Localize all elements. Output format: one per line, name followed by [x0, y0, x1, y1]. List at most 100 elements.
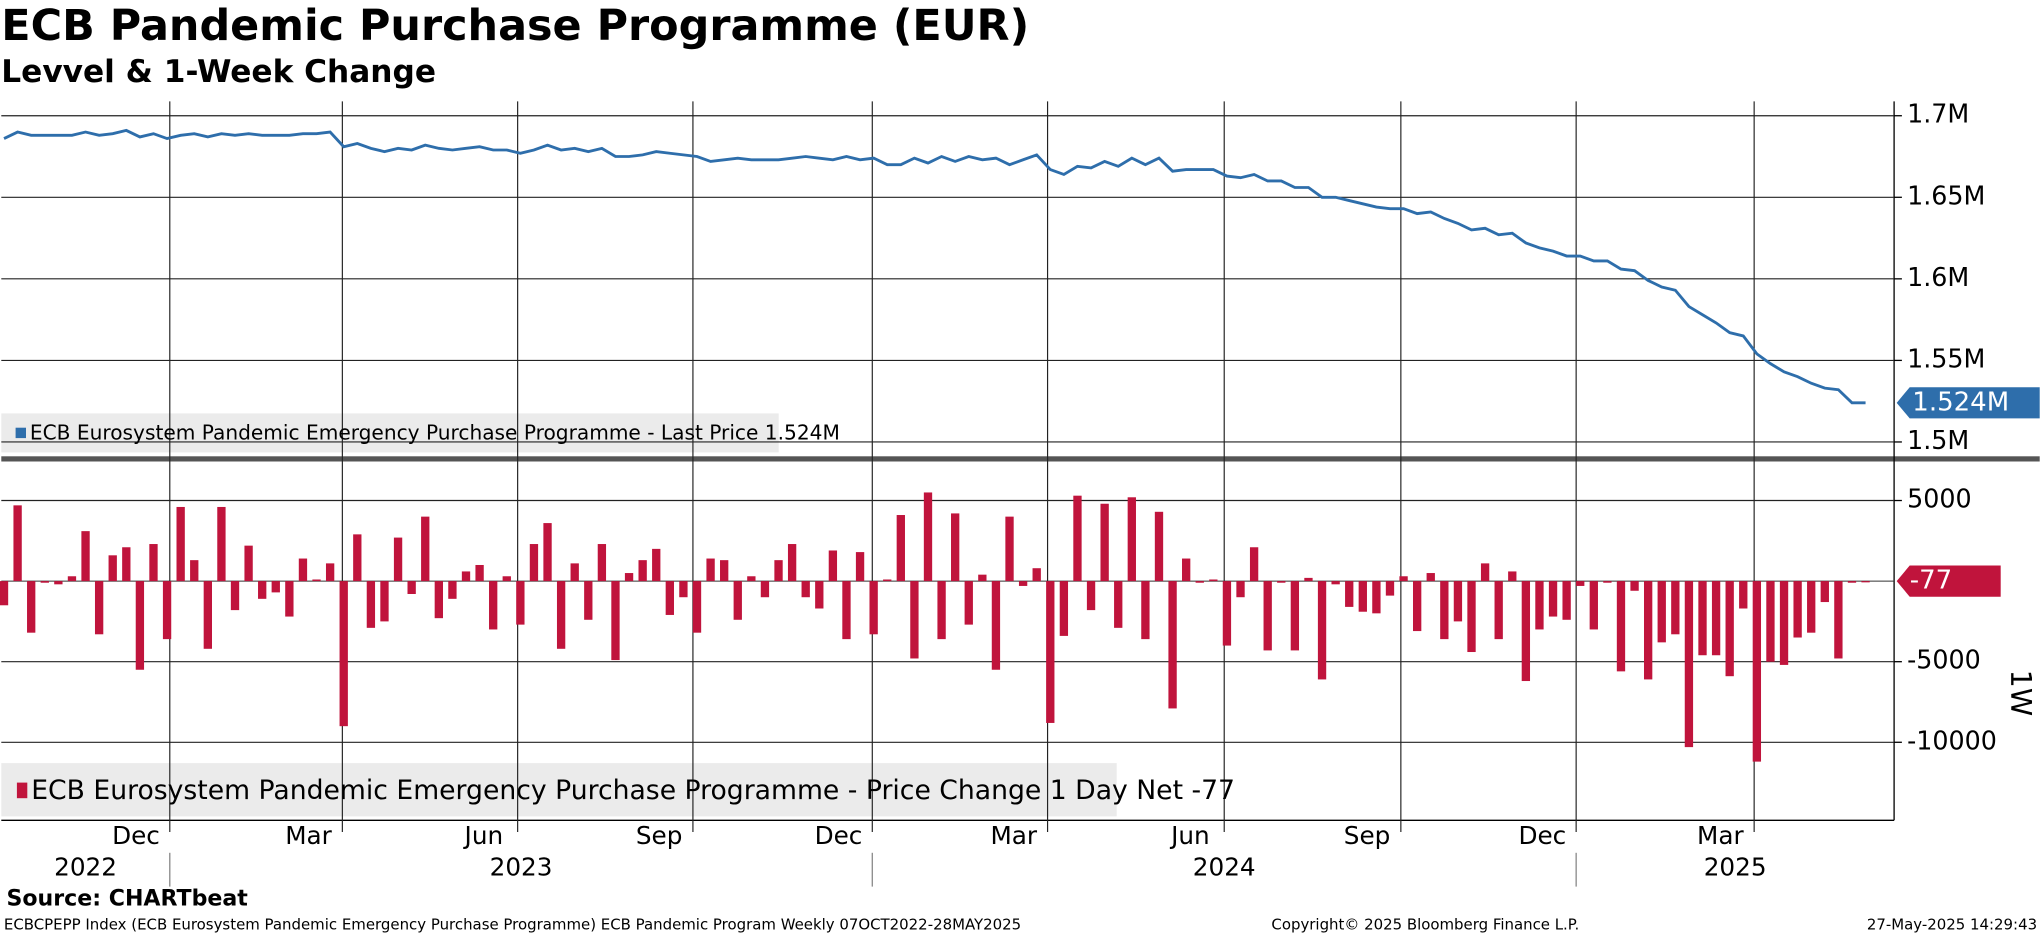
bar: [692, 581, 702, 633]
bar: [258, 581, 267, 599]
bar: [67, 576, 77, 582]
bar: [910, 581, 919, 659]
bar: [1018, 581, 1028, 586]
timestamp: 27-May-2025 14:29:43: [1867, 916, 2037, 934]
bar: [801, 581, 810, 598]
bar: [380, 581, 389, 622]
bar: [720, 560, 729, 582]
bar: [516, 581, 525, 625]
x-tick-label: Dec: [1518, 821, 1566, 850]
bar: [489, 581, 498, 630]
bar: [230, 581, 240, 611]
legend-box: [1, 763, 1117, 817]
last-value-tag: [1896, 387, 2040, 419]
bar: [1766, 581, 1775, 662]
bar: [1576, 581, 1585, 586]
bar: [285, 581, 294, 617]
bar: [1684, 581, 1694, 748]
bar: [149, 544, 158, 582]
bar: [1453, 581, 1463, 622]
bar: [747, 576, 756, 582]
legend-box: [1, 413, 779, 453]
x-tick-label: Sep: [636, 821, 683, 850]
bar: [353, 534, 362, 582]
bar: [1739, 581, 1748, 609]
bar: [122, 547, 131, 582]
bar: [706, 558, 715, 582]
bar: [1236, 581, 1245, 598]
y-tick-label: -10000: [1907, 725, 1997, 755]
year-label: 2022: [54, 852, 117, 881]
bar: [1562, 581, 1571, 620]
bar: [1399, 576, 1408, 582]
bar: [1834, 581, 1843, 659]
bar: [81, 531, 90, 582]
bar: [1154, 511, 1164, 582]
bar: [448, 581, 457, 599]
bar: [1168, 581, 1177, 709]
legend-marker: [15, 427, 26, 439]
bar: [1046, 581, 1055, 723]
bar: [461, 571, 471, 582]
bar: [1358, 581, 1367, 612]
last-value-tag: [1896, 565, 2001, 597]
bar: [611, 581, 620, 661]
bar: [325, 563, 335, 582]
bar: [176, 506, 185, 582]
bar: [679, 581, 688, 598]
bar: [1141, 581, 1150, 640]
bar: [1317, 581, 1327, 680]
legend-marker: [16, 782, 28, 799]
bar: [1807, 581, 1816, 633]
bar: [1127, 497, 1136, 582]
bar: [0, 581, 9, 606]
bar: [1086, 581, 1096, 611]
panel-separator: [1, 456, 2040, 462]
x-tick-label: Sep: [1344, 821, 1391, 850]
x-tick-label: Dec: [815, 821, 863, 850]
year-label: 2025: [1704, 852, 1767, 881]
bar: [434, 581, 443, 619]
bar: [1277, 581, 1286, 583]
bar: [951, 513, 960, 582]
last-value-label: 1.524M: [1912, 387, 2009, 417]
bar: [1847, 581, 1857, 583]
bar: [1290, 581, 1300, 651]
bar: [312, 579, 321, 582]
bar: [1698, 581, 1707, 656]
bar: [1249, 547, 1259, 582]
bar: [217, 506, 226, 582]
footer-description: ECBCPEPP Index (ECB Eurosystem Pandemic …: [4, 916, 1021, 934]
y-tick-label: 1.6M: [1907, 262, 1969, 292]
bar: [1820, 581, 1829, 603]
bar: [502, 576, 511, 582]
bar: [1114, 581, 1123, 628]
bar: [1059, 581, 1069, 636]
year-label: 2024: [1193, 852, 1256, 881]
bar: [339, 581, 348, 727]
bar: [1222, 581, 1232, 646]
bar: [1793, 581, 1802, 638]
bar: [1643, 581, 1653, 680]
bar: [1630, 581, 1639, 591]
bar: [815, 581, 824, 609]
y-tick-label: 5000: [1907, 484, 1971, 514]
bar: [937, 581, 946, 640]
bar: [1480, 563, 1490, 582]
bar: [1182, 558, 1191, 582]
line-series: [3, 128, 1866, 405]
bar: [638, 560, 647, 582]
bar: [570, 563, 579, 582]
bar: [1263, 581, 1272, 651]
bar: [665, 581, 674, 615]
bar: [1535, 581, 1544, 630]
bar: [1657, 581, 1666, 643]
bar: [1589, 581, 1598, 630]
bar: [529, 544, 539, 582]
bar: [1372, 581, 1381, 614]
bar: [366, 581, 376, 628]
bar: [556, 581, 566, 649]
bar: [543, 523, 552, 582]
